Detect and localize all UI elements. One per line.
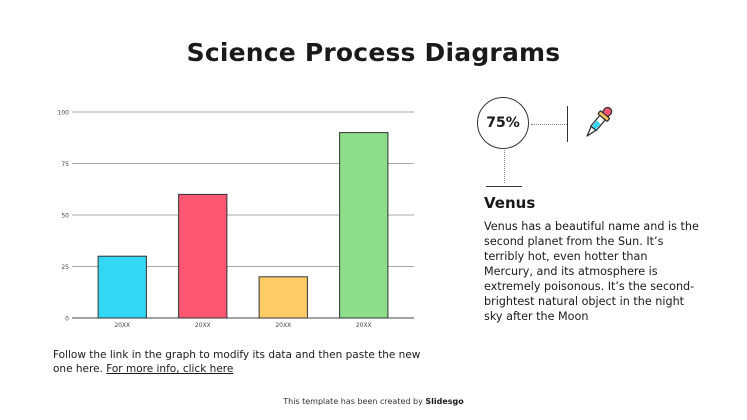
bar-chart[interactable]: 0 25 50 75 100 20XX 20XX 20XX 20XX bbox=[40, 100, 420, 335]
slide-title: Science Process Diagrams bbox=[186, 38, 561, 67]
chart-note: Follow the link in the graph to modify i… bbox=[53, 348, 423, 376]
dropper-icon bbox=[586, 106, 613, 137]
bar bbox=[178, 193, 228, 319]
bar bbox=[258, 276, 308, 319]
more-info-link[interactable]: For more info, click here bbox=[106, 363, 234, 375]
bar bbox=[97, 255, 147, 319]
percent-badge: 75% bbox=[477, 97, 529, 149]
bar bbox=[339, 132, 389, 319]
x-tick-label: 20XX bbox=[356, 322, 372, 329]
info-heading: Venus bbox=[484, 194, 536, 212]
footer-prefix: This template has been created by bbox=[283, 397, 426, 406]
note-text: Follow the link in the graph to modify i… bbox=[53, 349, 421, 375]
y-tick-label: 100 bbox=[58, 110, 70, 117]
y-tick-label: 25 bbox=[61, 264, 69, 271]
info-description: Venus has a beautiful name and is the se… bbox=[484, 220, 699, 323]
x-tick-label: 20XX bbox=[275, 322, 291, 329]
y-tick-label: 0 bbox=[65, 316, 69, 323]
y-tick-label: 75 bbox=[61, 161, 69, 168]
dotted-connector-vertical bbox=[504, 150, 505, 183]
footer-credit: This template has been created by Slides… bbox=[0, 397, 747, 406]
x-tick-label: 20XX bbox=[114, 322, 130, 329]
y-tick-label: 50 bbox=[61, 213, 69, 220]
dotted-connector bbox=[531, 124, 567, 125]
footer-brand: Slidesgo bbox=[425, 397, 464, 406]
percent-value: 75% bbox=[486, 115, 520, 131]
divider bbox=[486, 186, 522, 187]
divider-vertical bbox=[567, 106, 568, 142]
x-tick-label: 20XX bbox=[195, 322, 211, 329]
